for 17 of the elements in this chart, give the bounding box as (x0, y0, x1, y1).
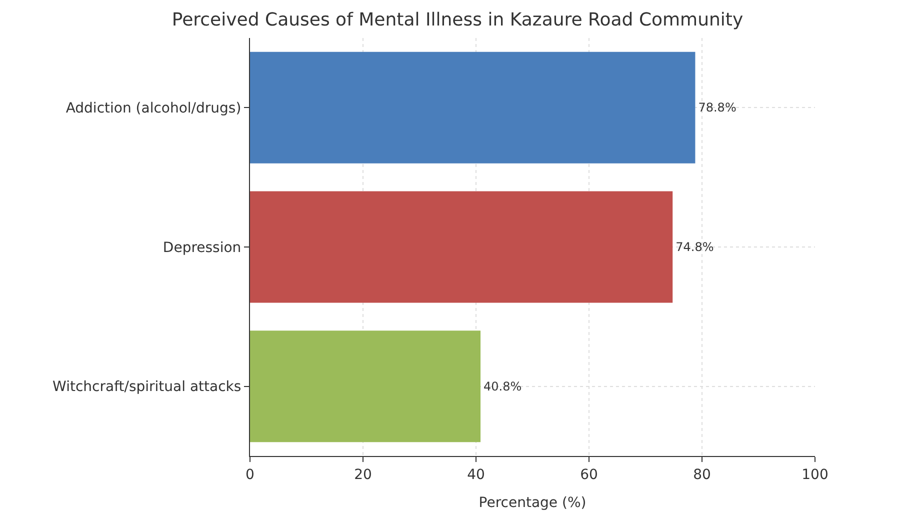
data-label: 74.8% (676, 240, 714, 254)
y-tick-label: Depression (162, 240, 242, 256)
y-tick-label: Witchcraft/spiritual attacks (52, 379, 242, 396)
x-tick-label: 100 (802, 466, 828, 483)
x-axis-title: Percentage (%) (478, 495, 586, 512)
y-tick-label: Addiction (alcohol/drugs) (66, 100, 242, 117)
x-tick-label: 60 (580, 466, 598, 483)
x-tick-label: 0 (246, 466, 254, 483)
chart-title: Perceived Causes of Mental Illness in Kazaure Road Community (172, 10, 744, 31)
x-tick-label: 40 (467, 466, 485, 483)
x-tick-label: 80 (693, 466, 711, 483)
bar (250, 330, 481, 442)
bar (250, 191, 673, 303)
x-tick-label: 20 (354, 466, 372, 483)
data-label: 40.8% (484, 379, 522, 394)
bar (250, 52, 696, 164)
data-label: 78.8% (698, 100, 736, 115)
